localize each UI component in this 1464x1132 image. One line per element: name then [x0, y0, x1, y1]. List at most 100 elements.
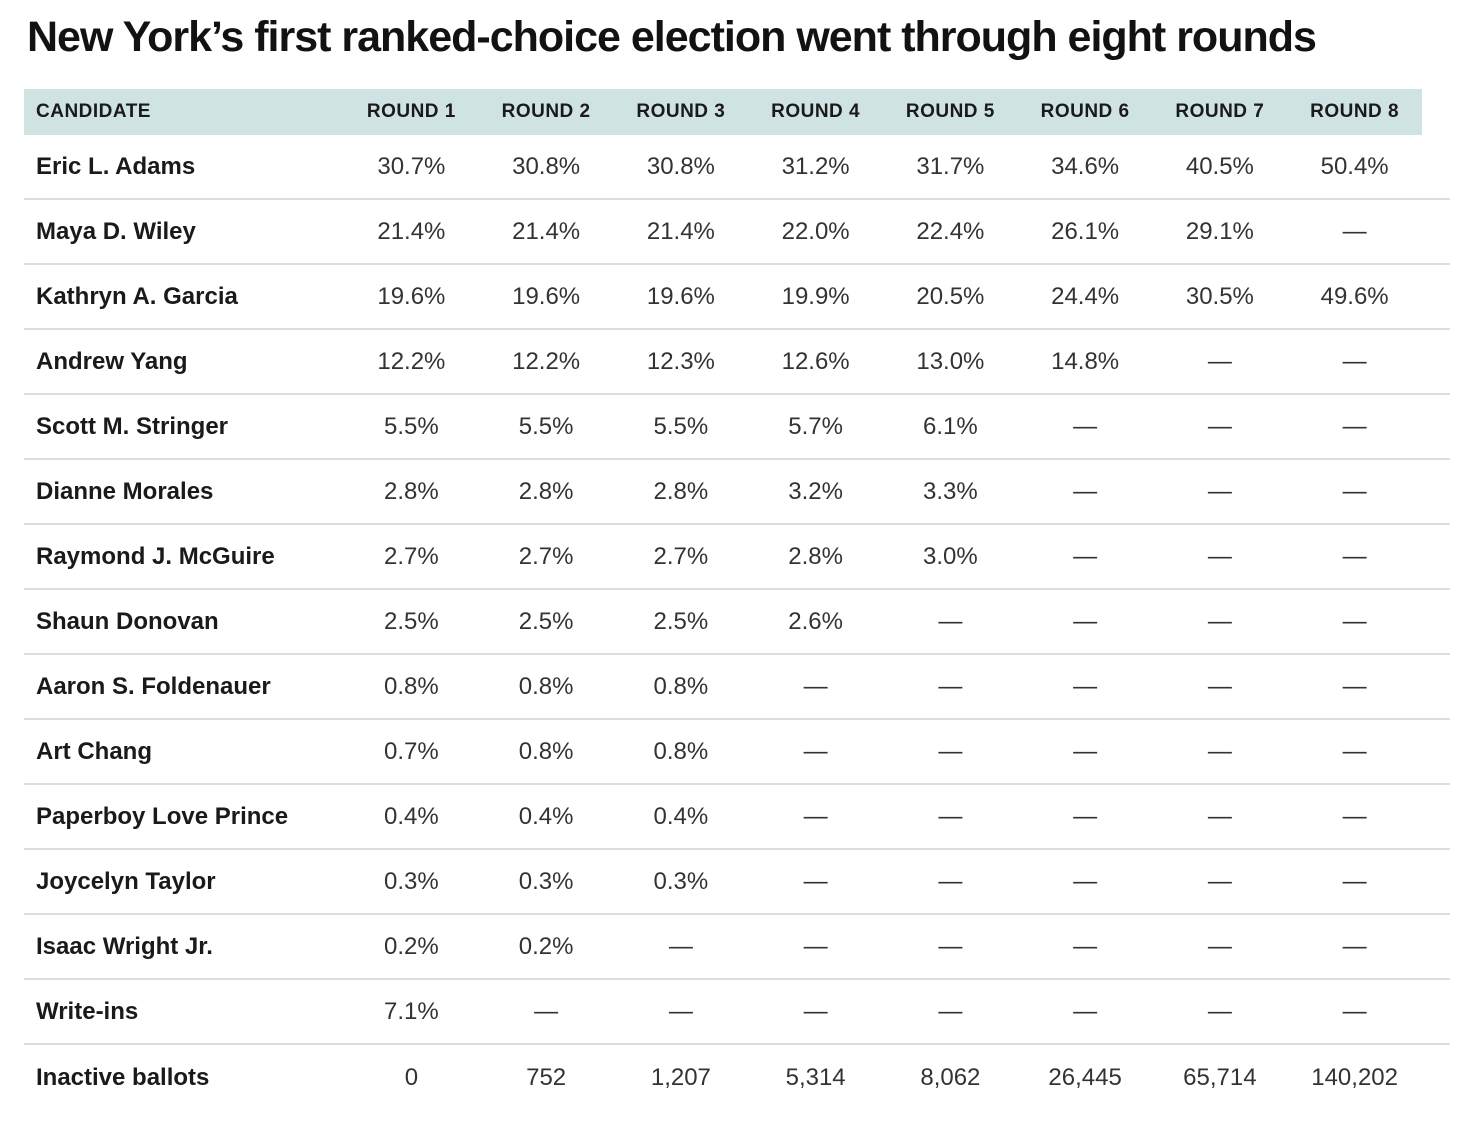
round-value: — [803, 932, 828, 960]
round-value: 12.3% [646, 347, 715, 375]
round-value: — [1207, 672, 1232, 700]
round-value: 34.6% [1051, 152, 1120, 180]
round-value: — [938, 932, 963, 960]
round-value: 21.4% [377, 217, 446, 245]
round-value: 12.2% [377, 347, 446, 375]
round-value: 19.6% [377, 282, 446, 310]
round-value: 30.7% [377, 152, 446, 180]
round-value: — [1073, 412, 1098, 440]
round-value: — [1342, 997, 1367, 1025]
round-value: — [668, 997, 693, 1025]
table-row: Isaac Wright Jr. 0.2% 0.2% — — — — — — [24, 915, 1450, 981]
round-value: — [1342, 217, 1367, 245]
round-value: 0.7% [384, 737, 439, 765]
round-value: 13.0% [916, 347, 985, 375]
round-value: — [1073, 542, 1098, 570]
candidate-name: Eric L. Adams [36, 152, 196, 180]
column-header-round-2: ROUND 2 [501, 101, 591, 123]
round-value: 0.3% [653, 867, 709, 895]
round-value: 2.5% [653, 607, 709, 635]
table-row: Dianne Morales 2.8% 2.8% 2.8% 3.2% 3.3% — — — [24, 460, 1450, 526]
round-value: — [1073, 997, 1098, 1025]
candidate-name: Art Chang [36, 737, 152, 765]
round-value: — [1073, 607, 1098, 635]
table-row: Eric L. Adams 30.7% 30.8% 30.8% 31.2% 31.7% 34… [24, 135, 1450, 201]
round-value: 22.0% [781, 217, 850, 245]
round-value: 0.8% [653, 737, 709, 765]
round-value: — [938, 867, 963, 895]
column-header-round-8: ROUND 8 [1310, 101, 1400, 123]
round-value: 2.8% [653, 477, 709, 505]
column-header-candidate: CANDIDATE [36, 101, 151, 123]
round-value: 0.8% [653, 672, 709, 700]
round-value: 40.5% [1185, 152, 1254, 180]
round-value: 0.4% [653, 802, 709, 830]
round-value: 30.5% [1185, 282, 1254, 310]
round-value: 31.7% [916, 152, 985, 180]
round-value: 0.3% [384, 867, 439, 895]
round-value: 3.2% [788, 477, 843, 505]
round-value: — [1207, 997, 1232, 1025]
round-value: — [1073, 672, 1098, 700]
round-value: 0 [404, 1063, 419, 1091]
round-value: — [803, 802, 828, 830]
round-value: 5.7% [788, 412, 843, 440]
round-value: 19.6% [512, 282, 581, 310]
round-value: 2.7% [518, 542, 574, 570]
table-row: Raymond J. McGuire 2.7% 2.7% 2.7% 2.8% 3.0% — —… [24, 525, 1450, 591]
candidate-name: Scott M. Stringer [36, 412, 229, 440]
round-value: 1,207 [650, 1063, 711, 1091]
round-value: 12.2% [512, 347, 581, 375]
round-value: 0.8% [518, 737, 574, 765]
candidate-name: Isaac Wright Jr. [36, 932, 213, 960]
round-value: — [938, 607, 963, 635]
round-value: 22.4% [916, 217, 985, 245]
round-value: 6.1% [923, 412, 978, 440]
round-value: 8,062 [920, 1063, 981, 1091]
round-value: — [1342, 737, 1367, 765]
round-value: 65,714 [1183, 1063, 1257, 1091]
round-value: 0.8% [518, 672, 574, 700]
round-value: — [938, 802, 963, 830]
round-value: — [1073, 737, 1098, 765]
round-value: 31.2% [781, 152, 850, 180]
candidate-name: Dianne Morales [36, 477, 214, 505]
round-value: 5.5% [384, 412, 439, 440]
round-value: 2.5% [518, 607, 574, 635]
round-value: 752 [526, 1063, 567, 1091]
round-value: 19.9% [781, 282, 850, 310]
round-value: 2.8% [518, 477, 574, 505]
round-value: — [1342, 607, 1367, 635]
results-table: CANDIDATE ROUND 1 ROUND 2 ROUND 3 ROUND 4 ROU… [24, 89, 1450, 1110]
round-value: 50.4% [1320, 152, 1389, 180]
round-value: 21.4% [646, 217, 715, 245]
round-value: 26.1% [1051, 217, 1120, 245]
round-value: 0.2% [384, 932, 439, 960]
round-value: 2.7% [384, 542, 439, 570]
round-value: 26,445 [1048, 1063, 1122, 1091]
round-value: 19.6% [646, 282, 715, 310]
round-value: 20.5% [916, 282, 985, 310]
round-value: 49.6% [1320, 282, 1389, 310]
table-row: Inactive ballots 0 752 1,207 5,314 8,062 26,44… [24, 1045, 1450, 1110]
round-value: — [1342, 672, 1367, 700]
round-value: 2.6% [788, 607, 843, 635]
round-value: — [1207, 802, 1232, 830]
round-value: — [803, 997, 828, 1025]
round-value: 14.8% [1051, 347, 1120, 375]
column-header-round-4: ROUND 4 [771, 101, 861, 123]
round-value: 21.4% [512, 217, 581, 245]
round-value: — [938, 737, 963, 765]
round-value: — [1342, 347, 1367, 375]
round-value: 2.8% [384, 477, 439, 505]
round-value: 24.4% [1051, 282, 1120, 310]
round-value: — [1073, 802, 1098, 830]
page-title: New York’s first ranked-choice election … [27, 13, 1317, 61]
round-value: — [668, 932, 693, 960]
table-row: Paperboy Love Prince 0.4% 0.4% 0.4% — — — — — [24, 785, 1450, 851]
table-row: Joycelyn Taylor 0.3% 0.3% 0.3% — — — — — [24, 850, 1450, 916]
candidate-name: Shaun Donovan [36, 607, 219, 635]
round-value: — [1207, 867, 1232, 895]
round-value: 3.0% [923, 542, 978, 570]
